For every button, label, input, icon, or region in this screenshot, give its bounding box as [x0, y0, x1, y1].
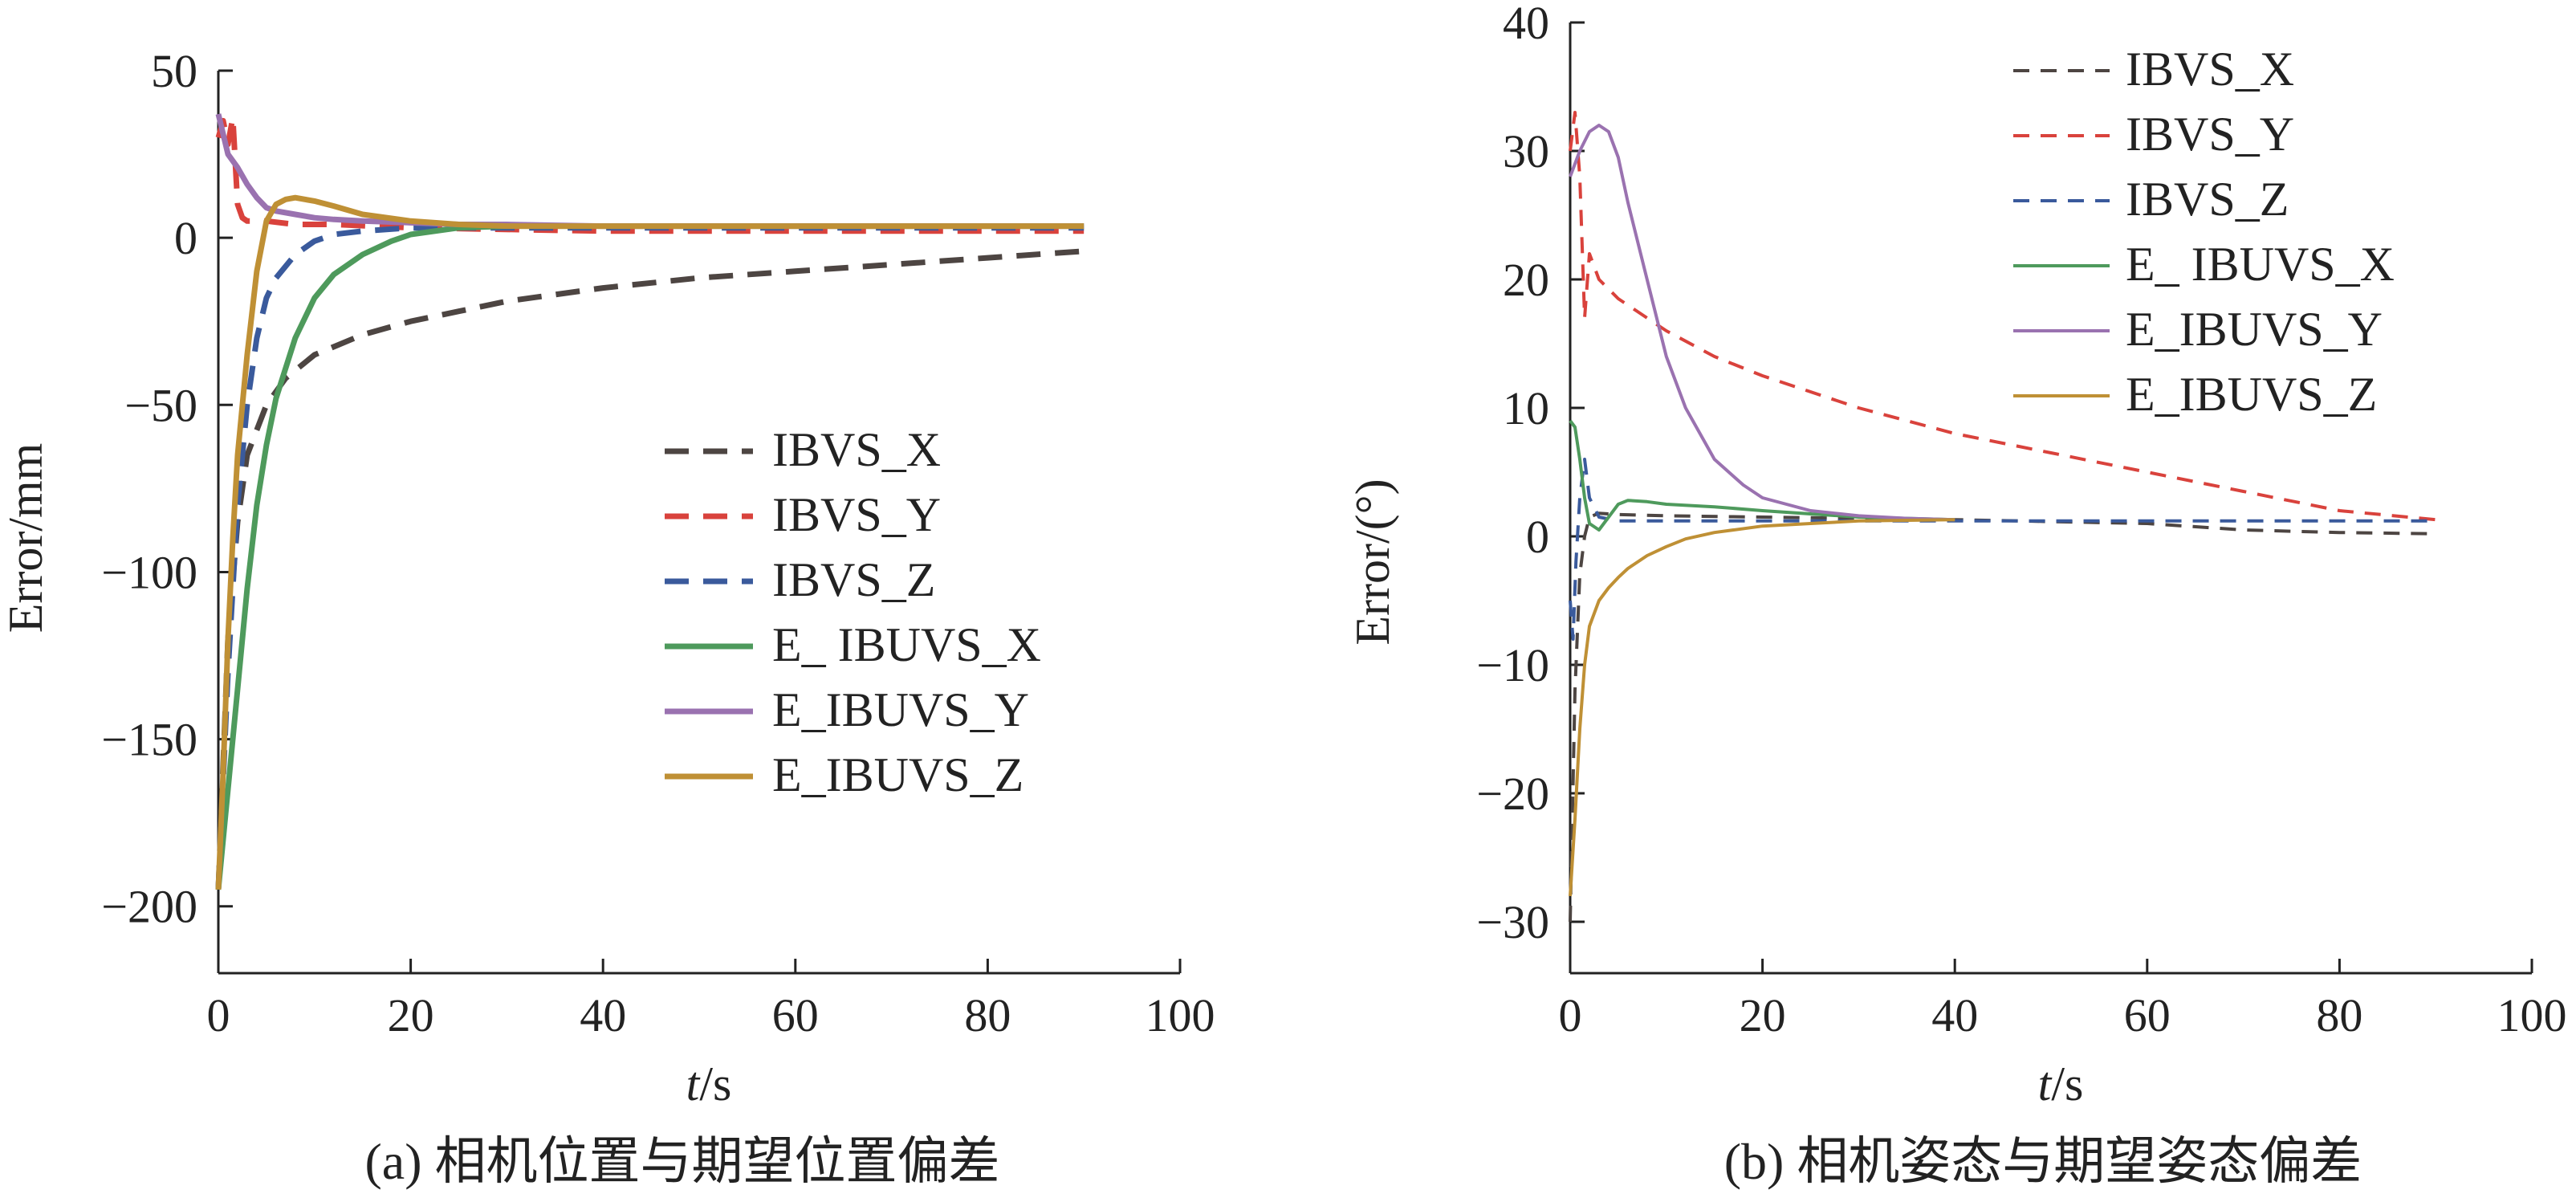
x-tick-label: 60 — [772, 989, 819, 1041]
series-line-ibvs-z — [215, 225, 1085, 890]
series-line-ibvs-z — [1569, 458, 2436, 641]
chart-panel-b: 0 20 40 60 80 100403020100−10−20−30IBVS_XIBVS… — [1346, 0, 2567, 1190]
legend-label: E_IBUVS_Y — [2126, 303, 2383, 356]
y-tick-label: −30 — [1476, 896, 1549, 948]
x-tick-label: 0 — [1559, 989, 1582, 1041]
legend-label: IBVS_Z — [772, 553, 935, 606]
y-tick-label: 20 — [1503, 254, 1549, 306]
x-tick-label: 80 — [2316, 989, 2362, 1041]
y-axis-label: Error/(°) — [1346, 479, 1399, 645]
x-tick-label: 80 — [964, 989, 1011, 1041]
x-axis-label: t/s — [686, 1057, 732, 1110]
series-line-e-ibuvs-y — [1569, 124, 1955, 522]
y-tick-label: −150 — [101, 714, 197, 766]
series-line-ibvs-y — [215, 114, 1085, 234]
y-tick-label: 0 — [174, 212, 197, 264]
legend-label: E_IBUVS_Z — [772, 748, 1023, 801]
y-tick-label: −100 — [101, 546, 197, 598]
y-tick-label: 30 — [1503, 125, 1549, 177]
y-axis-label: Error/mm — [0, 443, 52, 634]
legend-label: E_ IBUVS_X — [2126, 238, 2395, 291]
legend-label: IBVS_Y — [772, 488, 941, 541]
series-line-e-ibuvs-z — [215, 194, 1085, 890]
legend-label: E_IBUVS_Z — [2126, 368, 2377, 421]
y-tick-label: −10 — [1476, 639, 1549, 691]
x-axis-label: t/s — [2038, 1057, 2084, 1110]
series-line-e-ibuvs-z — [1569, 518, 1955, 897]
x-tick-label: 20 — [1740, 989, 1786, 1041]
legend-label: IBVS_X — [2126, 43, 2294, 96]
y-tick-label: −200 — [101, 881, 197, 933]
series-line-e-ibuvs-x — [1569, 419, 1955, 532]
y-tick-label: −50 — [124, 379, 197, 431]
x-tick-label: 20 — [388, 989, 434, 1041]
panel-caption: (a) 相机位置与期望位置偏差 — [364, 1133, 999, 1190]
x-tick-label: 60 — [2124, 989, 2171, 1041]
panel-caption: (b) 相机姿态与期望姿态偏差 — [1724, 1133, 2362, 1190]
legend-label: IBVS_Z — [2126, 173, 2289, 226]
legend-label: IBVS_X — [772, 423, 941, 476]
x-tick-label: 100 — [2497, 989, 2567, 1041]
x-tick-label: 40 — [1931, 989, 1978, 1041]
y-tick-label: 0 — [1526, 511, 1549, 563]
y-tick-label: −20 — [1476, 768, 1549, 820]
y-tick-label: 10 — [1503, 382, 1549, 434]
legend-label: E_IBUVS_Y — [772, 683, 1029, 736]
series-line-ibvs-y — [1569, 111, 2436, 522]
y-tick-label: 50 — [151, 45, 197, 97]
legend-label: E_ IBUVS_X — [772, 618, 1041, 671]
series-line-ibvs-x — [1569, 511, 2436, 923]
series-line-ibvs-x — [215, 248, 1085, 890]
chart-panel-a: 0 20 40 60 80 100 50 0 −50 −100 −150 −200 IBVS_X IBVS… — [0, 45, 1215, 1190]
legend-label: IBVS_Y — [2126, 108, 2294, 161]
x-tick-label: 0 — [207, 989, 230, 1041]
x-tick-label: 100 — [1146, 989, 1215, 1041]
x-tick-label: 40 — [580, 989, 626, 1041]
y-tick-label: 40 — [1503, 0, 1549, 49]
